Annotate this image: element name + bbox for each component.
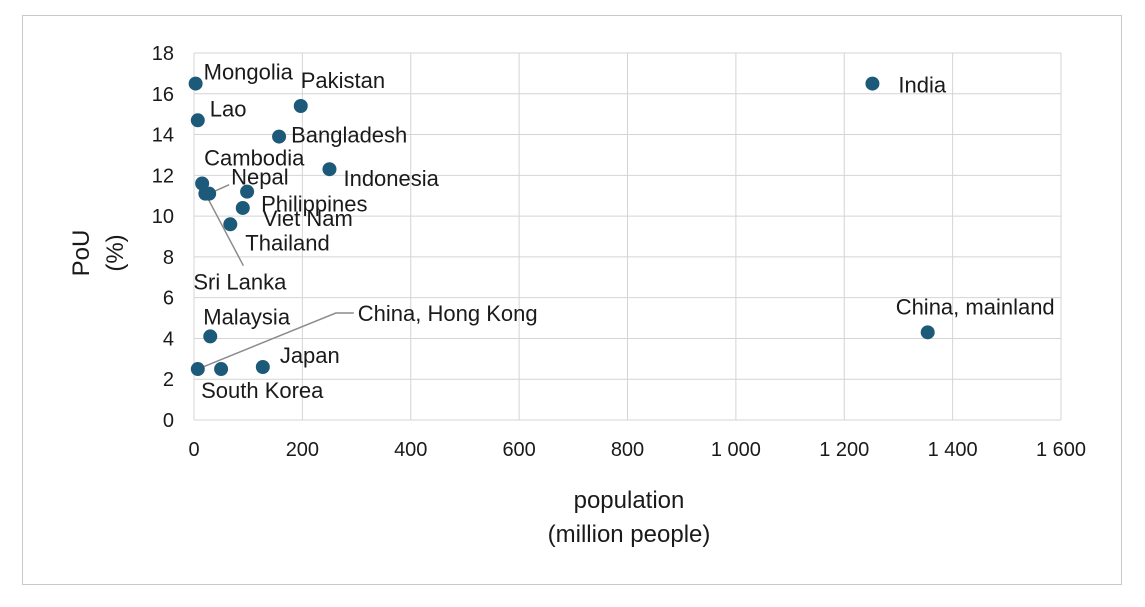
data-point — [198, 186, 213, 201]
x-tick-label: 400 — [394, 439, 427, 461]
y-tick-label: 14 — [152, 125, 174, 147]
gridlines — [193, 52, 1062, 421]
point-label: Mongolia — [204, 60, 294, 85]
point-label: Lao — [210, 96, 247, 121]
point-label: Viet Nam — [263, 206, 353, 231]
data-point — [190, 362, 205, 377]
y-tick-label: 18 — [152, 43, 174, 65]
point-label: Philippines — [261, 192, 367, 217]
tick-labels: 0 200 400 600 800 1 000 1 200 1 400 1 600 0 2 4 6 8 10… — [152, 43, 1086, 461]
y-tick-label: 8 — [163, 247, 174, 269]
point-label: Indonesia — [343, 166, 439, 191]
data-point — [203, 329, 218, 344]
y-tick-label: 0 — [163, 410, 174, 432]
y-tick-label: 2 — [163, 369, 174, 391]
point-label: Pakistan — [301, 68, 385, 93]
data-point — [255, 359, 270, 374]
chart-frame: 0 200 400 600 800 1 000 1 200 1 400 1 600 0 2 4 6 8 10… — [22, 15, 1122, 585]
point-label: Japan — [280, 343, 340, 368]
point-label: Malaysia — [203, 304, 291, 329]
point-label: Thailand — [245, 230, 329, 255]
x-tick-label: 1 400 — [928, 439, 978, 461]
point-label: Sri Lanka — [193, 270, 287, 295]
x-axis-title-line-2: (million people) — [548, 521, 711, 548]
x-tick-label: 1 000 — [711, 439, 761, 461]
data-point — [322, 162, 337, 177]
y-tick-label: 10 — [152, 206, 174, 228]
point-label: Nepal — [231, 165, 288, 190]
data-point — [223, 217, 238, 232]
point-label: India — [898, 73, 946, 98]
point-label: Cambodia — [204, 145, 305, 170]
y-axis-title-line-1: PoU — [68, 230, 95, 277]
leader-line — [204, 193, 245, 267]
x-axis-title-line-1: population — [574, 487, 685, 514]
data-point — [920, 325, 935, 340]
x-tick-label: 1 600 — [1036, 439, 1086, 461]
y-tick-label: 4 — [163, 328, 174, 350]
data-point — [214, 362, 229, 377]
x-tick-label: 200 — [286, 439, 319, 461]
point-labels: Mongolia Pakistan India Lao Bangladesh Indone… — [193, 60, 1054, 403]
point-label: China, mainland — [896, 294, 1055, 319]
data-point — [190, 113, 205, 128]
x-tick-label: 1 200 — [819, 439, 869, 461]
y-tick-label: 16 — [152, 84, 174, 106]
scatter-plot: 0 200 400 600 800 1 000 1 200 1 400 1 600 0 2 4 6 8 10… — [68, 43, 1086, 548]
data-point — [188, 76, 203, 91]
data-point — [235, 200, 250, 215]
point-label: Bangladesh — [291, 123, 407, 148]
data-point — [293, 99, 308, 114]
leader-line — [197, 312, 354, 370]
x-tick-label: 600 — [502, 439, 535, 461]
point-label: South Korea — [201, 378, 324, 403]
data-point — [272, 129, 287, 144]
x-tick-label: 800 — [611, 439, 644, 461]
y-axis-title-line-2: (%) — [102, 234, 129, 271]
data-point — [240, 184, 255, 199]
data-point — [865, 76, 880, 91]
x-tick-label: 0 — [188, 439, 199, 461]
y-tick-label: 12 — [152, 165, 174, 187]
y-tick-label: 6 — [163, 288, 174, 310]
point-label: China, Hong Kong — [358, 301, 538, 326]
data-points — [188, 76, 935, 377]
